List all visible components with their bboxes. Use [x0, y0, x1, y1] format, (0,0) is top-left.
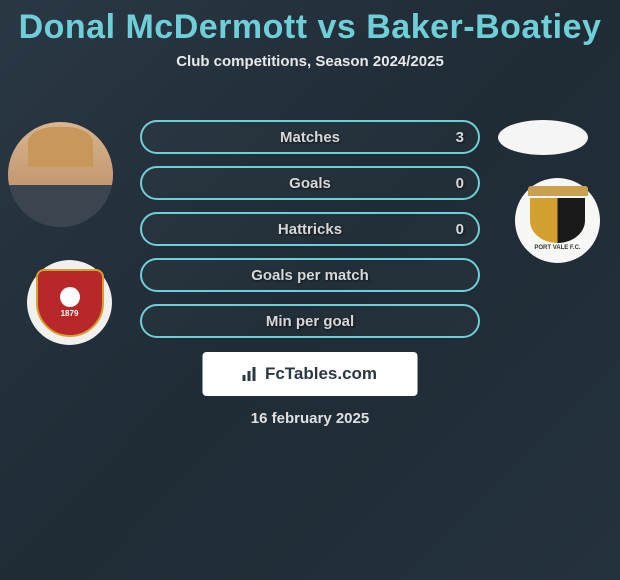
stat-label: Hattricks: [278, 221, 342, 238]
stat-row-goals: Goals 0: [140, 166, 480, 200]
stat-row-goals-per-match: Goals per match: [140, 258, 480, 292]
club-left-year: 1879: [61, 309, 79, 318]
club-right-name: PORT VALE F.C.: [534, 245, 580, 251]
brand-box: FcTables.com: [203, 352, 418, 396]
brand-text: FcTables.com: [265, 364, 377, 384]
stat-value-right: 0: [456, 221, 464, 238]
player-left-photo: [8, 122, 113, 227]
stat-label: Matches: [280, 129, 340, 146]
player-right-photo: [498, 120, 588, 155]
page-subtitle: Club competitions, Season 2024/2025: [0, 53, 620, 70]
stat-row-hattricks: Hattricks 0: [140, 212, 480, 246]
stat-row-matches: Matches 3: [140, 120, 480, 154]
stat-label: Min per goal: [266, 313, 354, 330]
stat-value-right: 3: [456, 129, 464, 146]
stat-row-min-per-goal: Min per goal: [140, 304, 480, 338]
club-badge-right: PORT VALE F.C.: [515, 178, 600, 263]
stat-label: Goals per match: [251, 267, 369, 284]
club-badge-left: 1879: [27, 260, 112, 345]
page-title: Donal McDermott vs Baker-Boatiey: [0, 0, 620, 47]
stats-container: Matches 3 Goals 0 Hattricks 0 Goals per …: [140, 120, 480, 350]
stat-value-right: 0: [456, 175, 464, 192]
stat-label: Goals: [289, 175, 331, 192]
chart-icon: [243, 367, 261, 381]
date-text: 16 february 2025: [0, 410, 620, 427]
